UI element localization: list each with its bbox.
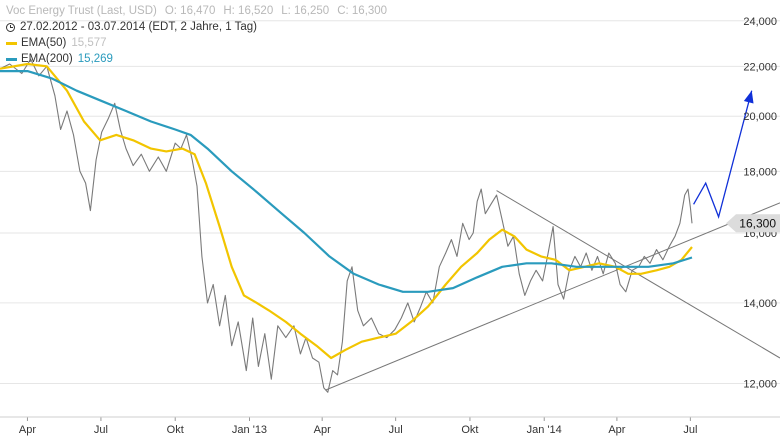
trendline-layer (325, 190, 780, 391)
open-value: O: 16,470 (164, 5, 216, 17)
series-layer (0, 58, 693, 393)
x-tick-label: Jan '13 (232, 424, 267, 436)
trendline-rising-support (325, 202, 780, 391)
low-value: L: 16,250 (281, 5, 330, 17)
last-price-value: 16,300 (739, 216, 776, 230)
ema50-value: 15,577 (71, 37, 107, 49)
x-tick-label: Jul (389, 424, 403, 436)
chart-legend: Voc Energy Trust (Last, USD) O: 16,470 H… (6, 3, 387, 67)
grid-layer (0, 20, 780, 385)
y-tick-label: 22,000 (743, 61, 777, 73)
axis-layer: 12,00014,00016,00018,00020,00022,00024,0… (0, 16, 780, 436)
ema200-label: EMA(200) (21, 53, 73, 65)
x-tick-label: Apr (608, 424, 625, 436)
y-tick-label: 20,000 (743, 111, 777, 123)
series-ema50-line (0, 62, 693, 360)
legend-ema50[interactable]: EMA(50) 15,577 (6, 35, 387, 51)
ema200-value: 15,269 (77, 53, 113, 65)
x-tick-label: Okt (461, 424, 478, 436)
legend-header: Voc Energy Trust (Last, USD) O: 16,470 H… (6, 3, 387, 19)
legend-period: 27.02.2012 - 03.07.2014 (EDT, 2 Jahre, 1… (6, 19, 387, 35)
period-text: 27.02.2012 - 03.07.2014 (EDT, 2 Jahre, 1… (20, 21, 257, 33)
series-price-line (0, 58, 693, 393)
x-tick-label: Jan '14 (527, 424, 562, 436)
forecast-layer (693, 90, 754, 220)
instrument-name: Voc Energy Trust (Last, USD) (6, 5, 157, 17)
close-value: C: 16,300 (337, 5, 388, 17)
x-tick-label: Apr (19, 424, 36, 436)
forecast-line (693, 90, 753, 220)
x-tick-label: Jul (683, 424, 697, 436)
x-tick-label: Jul (94, 424, 108, 436)
last-price-label (726, 214, 780, 233)
x-tick-label: Apr (314, 424, 331, 436)
series-ema200-line (0, 69, 693, 293)
clock-icon (6, 22, 15, 32)
x-tick-label: Okt (167, 424, 184, 436)
legend-ema200[interactable]: EMA(200) 15,269 (6, 51, 387, 67)
y-tick-label: 24,000 (743, 16, 777, 28)
high-value: H: 16,520 (223, 5, 274, 17)
y-tick-label: 12,000 (743, 379, 777, 391)
ema50-swatch (6, 41, 17, 45)
forecast-arrowhead (743, 90, 754, 104)
ema50-label: EMA(50) (21, 37, 67, 49)
y-tick-label: 18,000 (743, 166, 777, 178)
ema200-swatch (6, 57, 17, 61)
y-tick-label: 14,000 (743, 298, 777, 310)
